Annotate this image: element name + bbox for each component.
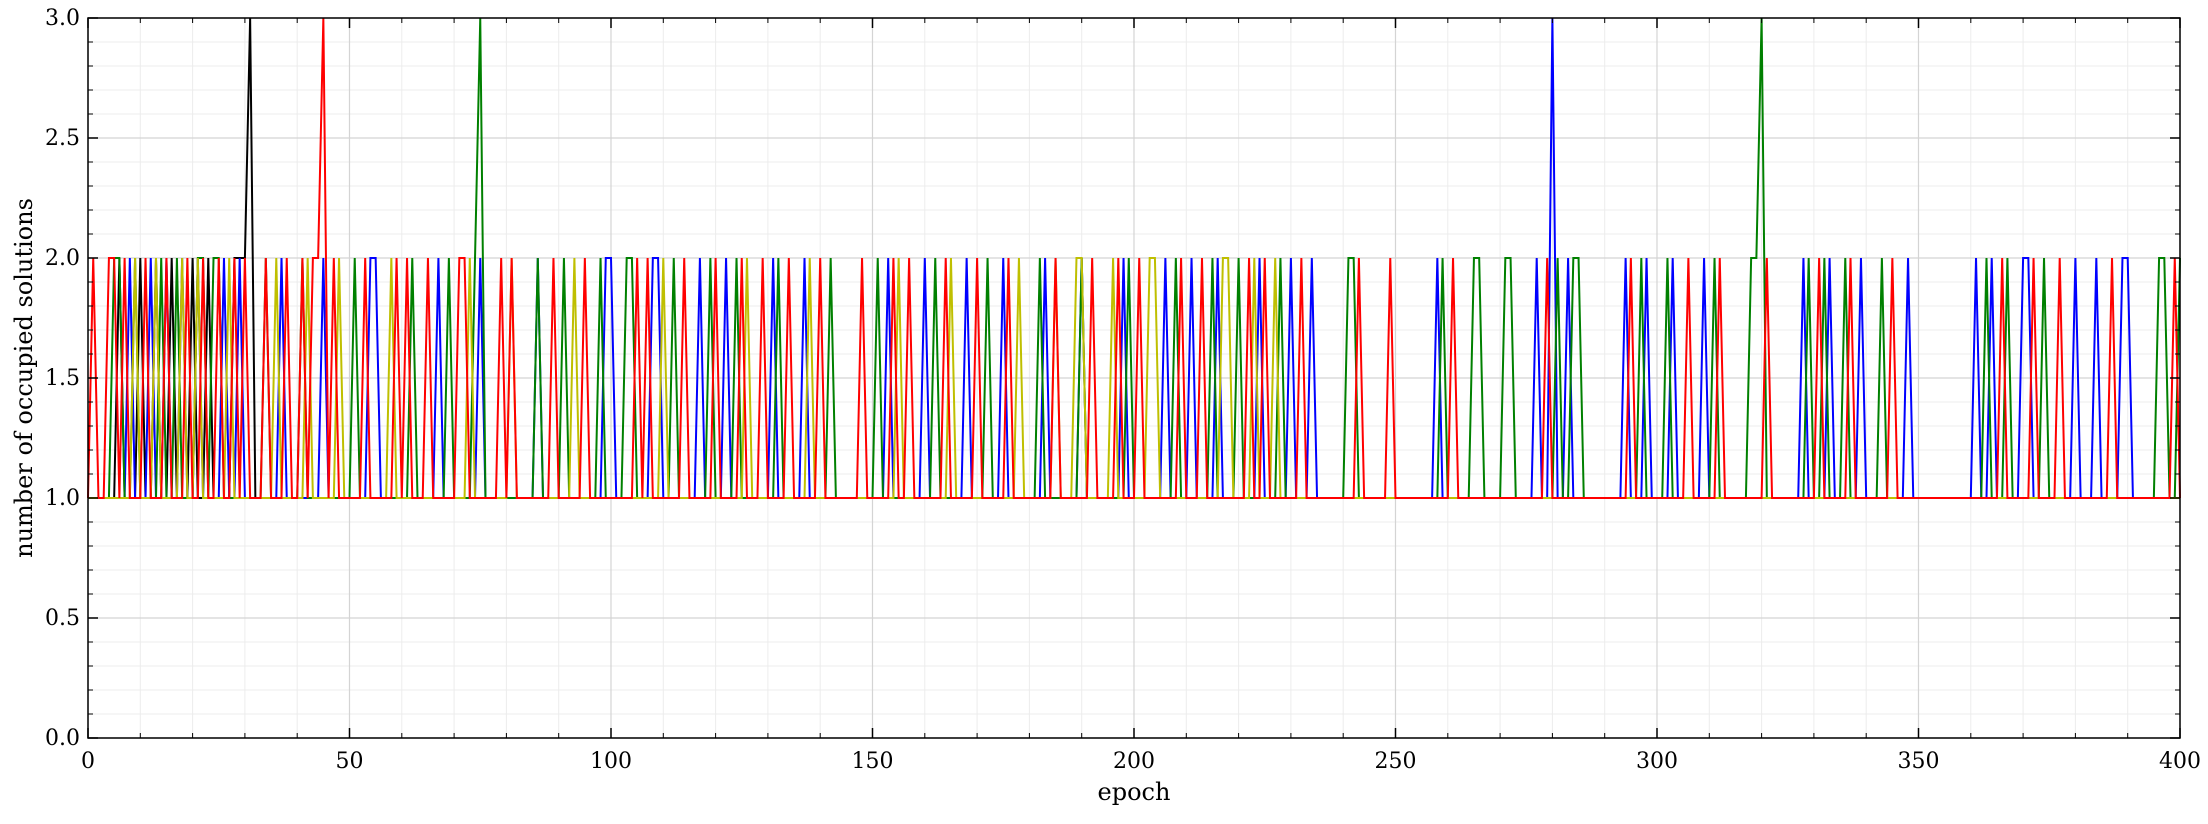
x-tick-label: 0 [81, 749, 95, 774]
series-line-5 [87, 17, 2181, 499]
x-tick-label: 400 [2159, 749, 2201, 774]
x-tick-label: 200 [1113, 749, 1155, 774]
x-axis-label: epoch [1098, 778, 1171, 806]
y-tick-label: 0.5 [45, 606, 80, 631]
y-axis-label: number of occupied solutions [10, 198, 38, 558]
x-tick-label: 300 [1636, 749, 1678, 774]
x-tick-label: 350 [1898, 749, 1940, 774]
y-tick-label: 0.0 [45, 726, 80, 751]
y-tick-label: 2.0 [45, 246, 80, 271]
x-tick-label: 250 [1375, 749, 1417, 774]
series-layer [87, 17, 2181, 499]
y-tick-label: 3.0 [45, 6, 80, 31]
x-tick-label: 150 [852, 749, 894, 774]
axis-ticks [87, 17, 2181, 739]
x-tick-label: 50 [336, 749, 364, 774]
y-tick-label: 2.5 [45, 126, 80, 151]
y-tick-labels: 0.0 0.5 1.0 1.5 2.0 2.5 3.0 [45, 6, 80, 751]
x-tick-labels: 0 50 100 150 200 250 300 350 400 [81, 749, 2201, 774]
y-tick-label: 1.5 [45, 366, 80, 391]
x-tick-label: 100 [590, 749, 632, 774]
y-tick-label: 1.0 [45, 486, 80, 511]
